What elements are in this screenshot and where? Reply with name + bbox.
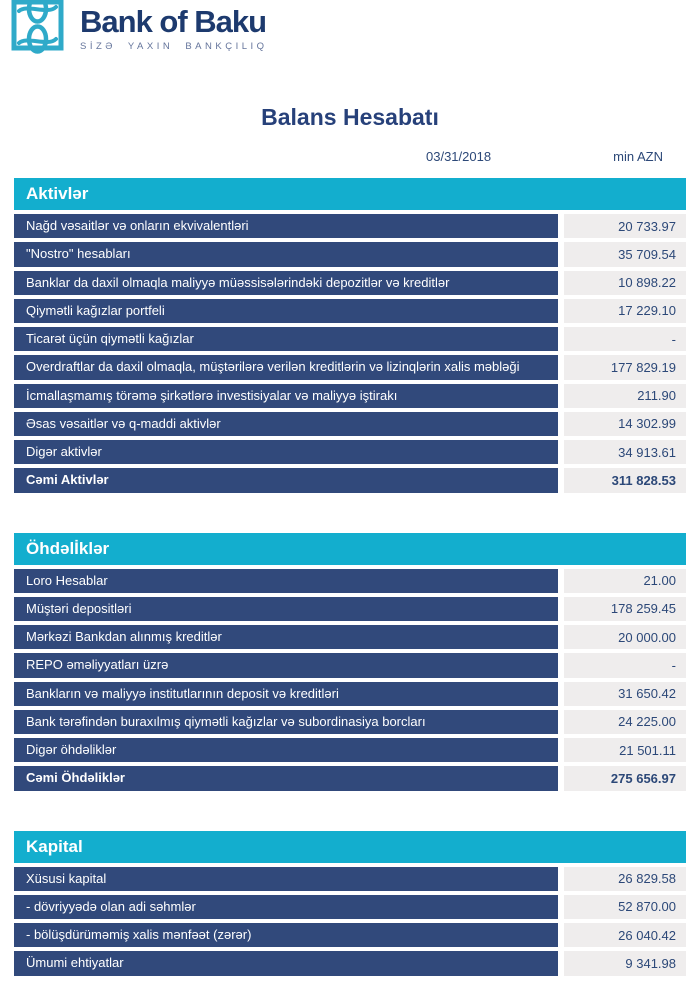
- balance-report: Aktivlər Nağd vəsaitlər və onların ekviva…: [0, 178, 700, 976]
- row-value: 17 229.10: [564, 298, 686, 323]
- row-label: Qiymətli kağızlar portfeli: [14, 298, 558, 323]
- table-row: Nağd vəsaitlər və onların ekvivalentləri…: [14, 214, 686, 239]
- row-label: - dövriyyədə olan adi səhmlər: [14, 894, 558, 919]
- row-value: 34 913.61: [564, 440, 686, 465]
- row-value: 21 501.11: [564, 738, 686, 763]
- table-row: Loro Hesablar 21.00: [14, 568, 686, 593]
- row-label: İcmallaşmamış törəmə şirkətlərə investis…: [14, 383, 558, 408]
- table-row: Müştəri depositləri 178 259.45: [14, 596, 686, 621]
- table-row: Xüsusi kapital 26 829.58: [14, 866, 686, 891]
- table-row: Mərkəzi Bankdan alınmış kreditlər 20 000.…: [14, 625, 686, 650]
- table-row: İcmallaşmamış törəmə şirkətlərə investis…: [14, 383, 686, 408]
- balance-section: Aktivlər Nağd vəsaitlər və onların ekviva…: [14, 178, 686, 493]
- row-label: Müştəri depositləri: [14, 596, 558, 621]
- section-header: Aktivlər: [14, 178, 686, 210]
- table-row: Qiymətli kağızlar portfeli 17 229.10: [14, 298, 686, 323]
- page-title: Balans Hesabatı: [261, 104, 439, 130]
- table-row: Bank tərəfindən buraxılmış qiymətli kağı…: [14, 709, 686, 734]
- row-value: 10 898.22: [564, 270, 686, 295]
- row-label: Bankların və maliyyə institutlarının dep…: [14, 681, 558, 706]
- table-row: Digər öhdəliklər 21 501.11: [14, 738, 686, 763]
- table-row: Cəmi Öhdəliklər 275 656.97: [14, 766, 686, 791]
- row-label: Cəmi Öhdəliklər: [14, 766, 558, 791]
- row-value: 275 656.97: [564, 766, 686, 791]
- row-value: -: [564, 653, 686, 678]
- table-row: Overdraftlar da daxil olmaqla, müştərilə…: [14, 355, 686, 380]
- row-label: Ticarət üçün qiymətli kağızlar: [14, 327, 558, 352]
- row-value: 20 733.97: [564, 214, 686, 239]
- table-row: Digər aktivlər 34 913.61: [14, 440, 686, 465]
- table-row: Banklar da daxil olmaqla maliyyə müəssis…: [14, 270, 686, 295]
- table-row: REPO əməliyyatları üzrə -: [14, 653, 686, 678]
- row-label: Digər aktivlər: [14, 440, 558, 465]
- row-value: 311 828.53: [564, 468, 686, 493]
- row-value: 178 259.45: [564, 596, 686, 621]
- row-value: 26 829.58: [564, 866, 686, 891]
- bank-of-baku-logo: [10, 0, 68, 65]
- row-label: Overdraftlar da daxil olmaqla, müştərilə…: [14, 355, 558, 380]
- row-label: "Nostro" hesabları: [14, 242, 558, 267]
- table-row: Bankların və maliyyə institutlarının dep…: [14, 681, 686, 706]
- unit-label: min AZN: [613, 149, 663, 164]
- balance-section: Öhdəlİklər Loro Hesablar 21.00 Müştəri depo…: [14, 532, 686, 791]
- row-value: 52 870.00: [564, 894, 686, 919]
- table-row: "Nostro" hesabları 35 709.54: [14, 242, 686, 267]
- section-header: Kapital: [14, 830, 686, 863]
- row-value: 24 225.00: [564, 709, 686, 734]
- row-value: -: [564, 327, 686, 352]
- chain-links-icon: [11, 0, 64, 54]
- row-value: 31 650.42: [564, 681, 686, 706]
- row-value: 20 000.00: [564, 625, 686, 650]
- balance-section: Kapital Xüsusi kapital 26 829.58- dövriyyə…: [14, 830, 686, 976]
- row-value: 211.90: [564, 383, 686, 408]
- row-label: Mərkəzi Bankdan alınmış kreditlər: [14, 625, 558, 650]
- table-row: Ümumi ehtiyatlar 9 341.98: [14, 951, 686, 976]
- table-row: Ticarət üçün qiymətli kağızlar -: [14, 327, 686, 352]
- row-label: Əsas vəsaitlər və q-maddi aktivlər: [14, 411, 558, 436]
- bank-tagline: SİZƏ YAXIN BANKÇILIQ: [80, 41, 268, 53]
- row-label: Xüsusi kapital: [14, 866, 558, 891]
- row-value: 26 040.42: [564, 923, 686, 948]
- report-meta: 03/31/2018 min AZN: [0, 149, 700, 165]
- row-label: Banklar da daxil olmaqla maliyyə müəssis…: [14, 270, 558, 295]
- bank-name: Bank of Baku: [80, 4, 267, 39]
- row-value: 14 302.99: [564, 411, 686, 436]
- table-row: - dövriyyədə olan adi səhmlər 52 870.00: [14, 894, 686, 919]
- table-row: - bölüşdürüməmiş xalis mənfəət (zərər) 26…: [14, 923, 686, 948]
- section-header: Öhdəlİklər: [14, 532, 686, 565]
- row-label: - bölüşdürüməmiş xalis mənfəət (zərər): [14, 923, 558, 948]
- row-label: REPO əməliyyatları üzrə: [14, 653, 558, 678]
- page-header: Bank of Baku SİZƏ YAXIN BANKÇILIQ: [0, 0, 700, 70]
- bank-logo-text: Bank of Baku SİZƏ YAXIN BANKÇILIQ: [80, 4, 268, 53]
- row-label: Bank tərəfindən buraxılmış qiymətli kağı…: [14, 709, 558, 734]
- row-label: Nağd vəsaitlər və onların ekvivalentləri: [14, 214, 558, 239]
- row-value: 177 829.19: [564, 355, 686, 380]
- row-label: Loro Hesablar: [14, 568, 558, 593]
- row-value: 35 709.54: [564, 242, 686, 267]
- row-value: 9 341.98: [564, 951, 686, 976]
- row-label: Cəmi Aktivlər: [14, 468, 558, 493]
- row-value: 21.00: [564, 568, 686, 593]
- report-date: 03/31/2018: [426, 149, 492, 164]
- table-row: Əsas vəsaitlər və q-maddi aktivlər 14 302…: [14, 411, 686, 436]
- row-label: Ümumi ehtiyatlar: [14, 951, 558, 976]
- row-label: Digər öhdəliklər: [14, 738, 558, 763]
- table-row: Cəmi Aktivlər 311 828.53: [14, 468, 686, 493]
